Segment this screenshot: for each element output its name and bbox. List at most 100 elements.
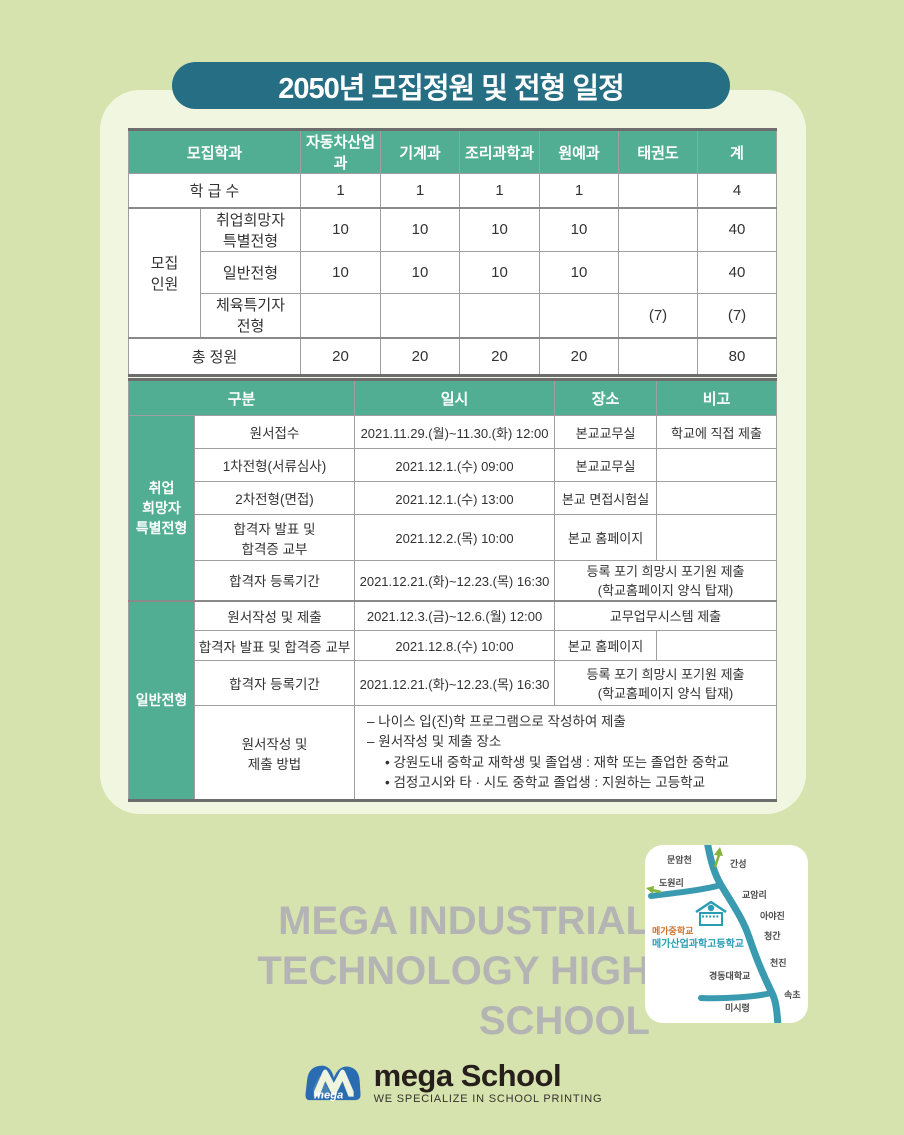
schedule-datetime: 2021.12.1.(수) 13:00 (354, 481, 556, 515)
quota-cell: 1 (459, 173, 541, 208)
quota-col-header: 계 (697, 129, 778, 174)
map-label-high-school: 메가산업과학고등학교 (652, 939, 744, 950)
table-row: 합격자 등록기간 2021.12.21.(화)~12.23.(목) 16:30 … (129, 660, 778, 706)
quota-cell: 20 (300, 336, 382, 376)
schedule-datetime: 2021.12.3.(금)~12.6.(월) 12:00 (354, 599, 556, 631)
quota-cell: 1 (300, 173, 382, 208)
schedule-datetime: 2021.12.8.(수) 10:00 (354, 630, 556, 661)
row-label: 체육특기자 전형 (199, 293, 302, 338)
quota-cell: 10 (300, 251, 382, 294)
west-arrow-head-icon (646, 886, 654, 894)
schedule-item: 합격자 등록기간 (193, 560, 356, 601)
quota-col-header: 태권도 (618, 129, 699, 174)
quota-cell: 40 (697, 206, 778, 252)
schedule-col-header: 비고 (656, 379, 778, 416)
schedule-place: 본교교무실 (554, 448, 658, 482)
method-line: • 검정고시와 타 · 시도 중학교 졸업생 : 지원하는 고등학교 (385, 774, 705, 790)
quota-cell (539, 293, 620, 338)
west-road (648, 882, 724, 899)
schedule-col-header: 일시 (354, 379, 556, 416)
watermark-line: MEGA INDUSTRIAL (278, 899, 650, 943)
schedule-datetime: 2021.12.21.(화)~12.23.(목) 16:30 (354, 560, 556, 601)
quota-cell: 10 (380, 206, 461, 252)
table-row: 모집 인원 취업희망자 특별전형 10 10 10 10 40 (128, 206, 778, 338)
map-label: 미시령 (725, 1003, 750, 1013)
table-row: 2차전형(면접) 2021.12.1.(수) 13:00 본교 면접시험실 (129, 481, 778, 515)
quota-cell: 80 (697, 336, 778, 376)
schedule-item: 합격자 등록기간 (193, 660, 356, 706)
schedule-table: 구분 일시 장소 비고 취업 희망자 특별전형 원서접수 2021.11.29.… (127, 378, 778, 802)
row-label: 학 급 수 (127, 173, 302, 208)
schedule-item: 원서작성 및 제출 (193, 599, 356, 631)
quota-col-header: 원예과 (539, 129, 620, 174)
schedule-col-header: 장소 (554, 379, 658, 416)
map-label-middle-school: 메가중학교 (652, 926, 694, 936)
schedule-note (656, 481, 778, 515)
west-arrow-icon (651, 888, 662, 894)
table-row: 합격자 발표 및 합격증 교부 2021.12.8.(수) 10:00 본교 홈… (129, 630, 778, 661)
north-arrow-head-icon (714, 847, 723, 856)
row-label: 일반전형 (199, 251, 302, 294)
map-label: 천진 (770, 958, 787, 968)
row-label: 총 정원 (127, 336, 302, 376)
schedule-place: 본교 면접시험실 (554, 481, 658, 515)
table-row: 일반전형 원서작성 및 제출 2021.12.3.(금)~12.6.(월) 12… (128, 599, 778, 801)
map-label: 도원리 (659, 878, 684, 888)
schedule-note-merged: 교무업무시스템 제출 (554, 599, 778, 631)
table-row: 학 급 수 1 1 1 1 4 (127, 173, 778, 208)
schedule-place: 본교교무실 (554, 415, 658, 449)
schedule-place: 본교 홈페이지 (554, 514, 658, 561)
application-method-cell: – 나이스 입(진)학 프로그램으로 작성하여 제출 – 원서작성 및 제출 장… (354, 705, 778, 801)
schedule-item: 원서접수 (193, 415, 356, 449)
schedule-item: 합격자 발표 및 합격증 교부 (193, 514, 356, 561)
quota-cell: 4 (697, 173, 778, 208)
schedule-note: 학교에 직접 제출 (656, 415, 778, 449)
quota-cell (618, 206, 699, 252)
quota-cell: 40 (697, 251, 778, 294)
quota-cell: 20 (380, 336, 461, 376)
schedule-datetime: 2021.12.2.(목) 10:00 (354, 514, 556, 561)
schedule-col-header: 구분 (127, 379, 356, 416)
group-label-employment: 취업 희망자 특별전형 (128, 415, 195, 601)
table-row: 일반전형 10 10 10 10 40 (129, 251, 778, 294)
quota-cell: 20 (539, 336, 620, 376)
quota-cell (459, 293, 541, 338)
quota-col-header: 기계과 (380, 129, 461, 174)
printer-name: mega School (373, 1057, 562, 1093)
method-line: – 나이스 입(진)학 프로그램으로 작성하여 제출 (367, 714, 626, 729)
school-name-watermark: MEGA INDUSTRIAL TECHNOLOGY HIGH SCHOOL (110, 896, 650, 1046)
quota-col-header: 모집학과 (127, 129, 302, 174)
schedule-item: 원서작성 및 제출 방법 (193, 705, 356, 801)
quota-cell (618, 251, 699, 294)
method-line: – 원서작성 및 제출 장소 (367, 734, 502, 750)
quota-cell (618, 173, 699, 208)
row-label: 취업희망자 특별전형 (199, 206, 302, 252)
schedule-note-merged: 등록 포기 희망시 포기원 제출 (학교홈페이지 양식 탑재) (554, 660, 778, 706)
schedule-place: 본교 홈페이지 (554, 630, 658, 661)
schedule-item: 2차전형(면접) (193, 481, 356, 515)
quota-cell (618, 336, 699, 376)
map-label: 문암천 (667, 855, 692, 865)
school-building-icon (695, 900, 727, 926)
page-title: 2050년 모집정원 및 전형 일정 (278, 72, 625, 105)
quota-cell: 10 (380, 251, 461, 294)
map-label: 교암리 (742, 890, 767, 900)
table-row: 합격자 등록기간 2021.12.21.(화)~12.23.(목) 16:30 … (129, 560, 778, 601)
schedule-item: 합격자 발표 및 합격증 교부 (193, 630, 356, 661)
quota-cell: 10 (459, 206, 541, 252)
main-road (704, 845, 782, 1023)
map-label: 속초 (784, 990, 801, 1000)
quota-cell: 1 (380, 173, 461, 208)
map-label: 간성 (730, 859, 747, 869)
quota-cell: 10 (539, 251, 620, 294)
table-row: 체육특기자 전형 (7) (7) (129, 293, 778, 338)
map-label: 청간 (764, 931, 781, 941)
map-label: 아야진 (760, 911, 785, 921)
table-row: 취업 희망자 특별전형 원서접수 2021.11.29.(월)~11.30.(화… (128, 415, 778, 601)
method-line: • 강원도내 중학교 재학생 및 졸업생 : 재학 또는 졸업한 중학교 (385, 754, 730, 770)
group-label-general: 일반전형 (128, 599, 195, 801)
schedule-note (656, 448, 778, 482)
watermark-line: TECHNOLOGY HIGH SCHOOL (257, 949, 650, 1043)
printer-logo: mega mega School WE SPECIALIZE IN SCHOOL… (0, 1052, 904, 1112)
south-road (698, 990, 775, 1002)
